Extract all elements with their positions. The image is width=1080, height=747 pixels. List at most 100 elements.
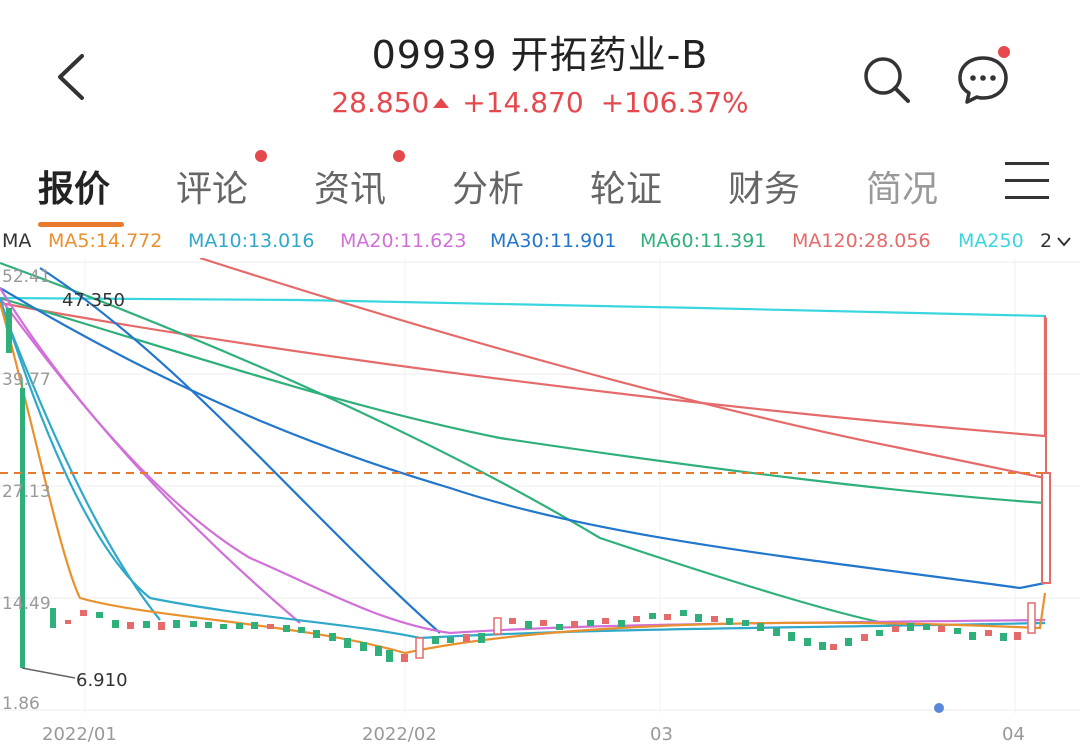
candle	[773, 628, 780, 636]
candle	[344, 638, 351, 648]
candle	[985, 630, 992, 636]
high-annotation: 47.350	[62, 290, 125, 311]
candle	[432, 636, 439, 644]
ma-prefix: MA	[2, 230, 32, 252]
candle	[375, 646, 382, 656]
current-price: 28.850	[331, 86, 430, 119]
ma10-line-b	[0, 302, 161, 621]
candle	[649, 613, 656, 619]
candle	[954, 628, 961, 634]
candle	[143, 621, 150, 628]
candle	[283, 625, 290, 632]
candle	[876, 630, 883, 636]
candle	[892, 626, 899, 632]
candle	[267, 624, 274, 629]
ma120-label: MA120:28.056	[792, 230, 931, 252]
ma30-line	[0, 287, 1046, 590]
ma250-line	[0, 296, 1047, 320]
quote-line: 28.850 +14.870 +106.37%	[0, 86, 1080, 119]
candle	[50, 608, 56, 628]
candle	[298, 627, 305, 633]
news-badge	[393, 150, 405, 162]
x-tick: 04	[1002, 724, 1025, 745]
y-tick: 27.13	[2, 482, 51, 502]
candle	[1000, 633, 1007, 641]
candle	[726, 618, 733, 625]
search-icon[interactable]	[862, 55, 912, 105]
candle	[695, 614, 702, 622]
menu-icon[interactable]	[1005, 162, 1049, 202]
candle	[1041, 472, 1051, 584]
ma20-line	[0, 297, 1046, 635]
candle	[158, 622, 165, 630]
ma120-line-b	[0, 301, 1047, 438]
candle	[861, 634, 868, 641]
ma30-label: MA30:11.901	[490, 230, 617, 252]
candle	[602, 618, 609, 624]
candle	[618, 620, 625, 627]
chevron-down-icon[interactable]	[1056, 236, 1072, 248]
candle	[127, 622, 134, 629]
ma10-label: MA10:13.016	[188, 230, 315, 252]
candle	[65, 620, 71, 624]
ma120-line-a	[199, 258, 1046, 480]
candle	[525, 621, 532, 629]
candle	[509, 618, 516, 624]
candle	[478, 633, 485, 643]
candle	[493, 617, 502, 635]
chat-icon[interactable]	[955, 52, 1011, 106]
candle	[938, 626, 945, 632]
price-change: +14.870	[462, 86, 584, 119]
ma60-line	[0, 296, 1046, 505]
price-change-percent: +106.37%	[600, 86, 749, 119]
candle	[1014, 632, 1021, 640]
ma10-line	[0, 297, 1046, 640]
candle	[804, 638, 811, 646]
candle	[819, 642, 826, 650]
top-bar: 09939 开拓药业-B 28.850 +14.870 +106.37%	[0, 0, 1080, 135]
candle	[360, 642, 367, 651]
candle	[313, 630, 320, 638]
ma20-label: MA20:11.623	[340, 230, 467, 252]
ma-lines	[0, 258, 1047, 655]
active-tab-indicator	[38, 222, 124, 227]
x-tick: 2022/01	[42, 724, 117, 745]
low-annotation: 6.910	[76, 670, 128, 691]
ma-more-toggle[interactable]: 2	[1040, 230, 1053, 252]
tab-comments[interactable]: 评论	[176, 169, 249, 210]
chat-notification-dot	[998, 46, 1010, 58]
candle	[6, 308, 12, 353]
arrow-up-icon	[433, 98, 450, 108]
tab-profile[interactable]: 简况	[866, 169, 939, 210]
candle	[386, 650, 393, 662]
stock-title: 09939 开拓药业-B	[371, 33, 709, 77]
y-tick: 39.77	[2, 370, 51, 390]
tab-finance[interactable]: 财务	[728, 169, 801, 210]
y-tick: 14.49	[2, 594, 51, 614]
candle	[680, 610, 687, 616]
back-icon[interactable]	[52, 52, 92, 102]
kline-chart[interactable]: 52.41 39.77 27.13 14.49 1.86 47.350 6.91…	[0, 258, 1080, 747]
candle	[401, 654, 408, 662]
candle	[633, 616, 640, 622]
x-tick: 2022/02	[362, 724, 437, 745]
tab-analysis[interactable]: 分析	[452, 169, 525, 210]
candle	[463, 634, 470, 642]
candle	[711, 616, 718, 622]
ma250-label: MA250	[958, 230, 1024, 252]
tab-warrants[interactable]: 轮证	[590, 169, 663, 210]
candles	[6, 308, 1051, 679]
candle	[96, 612, 103, 618]
candle	[1027, 602, 1036, 634]
candle	[587, 620, 594, 626]
ma60-label: MA60:11.391	[640, 230, 767, 252]
ma30-line-b	[39, 267, 441, 634]
candle	[556, 624, 563, 630]
candle	[236, 623, 243, 629]
candle	[251, 622, 258, 629]
tab-news[interactable]: 资讯	[314, 169, 387, 210]
tab-quote[interactable]: 报价	[38, 169, 111, 210]
candle	[329, 633, 336, 641]
candle	[742, 620, 749, 626]
event-marker-icon[interactable]	[934, 703, 944, 713]
